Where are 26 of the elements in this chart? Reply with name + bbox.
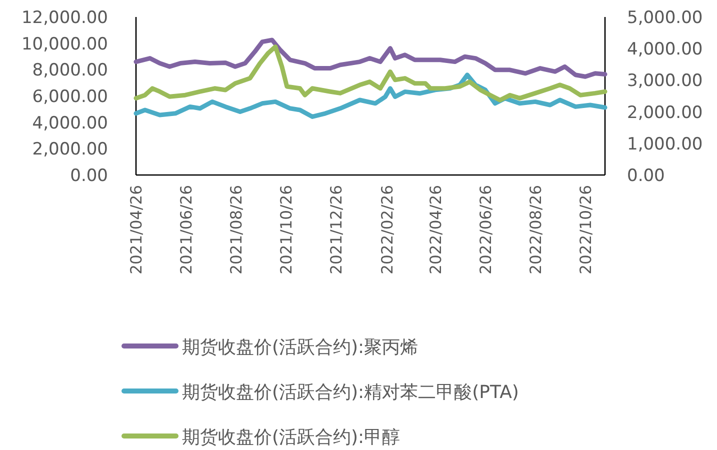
x-tick-label: 2022/04/26 xyxy=(426,185,445,274)
x-tick-label: 2021/08/26 xyxy=(228,185,246,274)
y-tick-label: 8,000.00 xyxy=(32,60,108,81)
legend-label: 期货收盘价(活跃合约):聚丙烯 xyxy=(182,337,418,358)
x-tick-label: 2021/06/26 xyxy=(178,185,196,274)
y-tick-label: 0.00 xyxy=(70,166,108,186)
y2-tick-label: 4,000.00 xyxy=(627,40,703,60)
x-tick-label: 2022/02/26 xyxy=(378,185,396,274)
y2-tick-label: 3,000.00 xyxy=(627,71,703,92)
y2-tick-label: 0.00 xyxy=(627,166,665,186)
x-tick-label: 2021/10/26 xyxy=(278,185,296,274)
x-tick-label: 2021/12/26 xyxy=(328,185,346,274)
y2-tick-label: 2,000.00 xyxy=(627,102,703,123)
legend-label: 期货收盘价(活跃合约):甲醇 xyxy=(182,427,400,448)
y-tick-label: 6,000.00 xyxy=(32,87,108,107)
y-tick-label: 10,000.00 xyxy=(21,34,108,54)
x-tick-label: 2022/10/26 xyxy=(576,185,595,274)
y2-tick-label: 1,000.00 xyxy=(627,134,703,154)
x-tick-label: 2022/06/26 xyxy=(476,185,495,274)
y-tick-label: 4,000.00 xyxy=(32,113,108,134)
y2-tick-label: 5,000.00 xyxy=(627,8,703,28)
x-tick-label: 2022/08/26 xyxy=(526,185,545,274)
legend-label: 期货收盘价(活跃合约):精对苯二甲酸(PTA) xyxy=(182,382,519,403)
x-tick-label: 2021/04/26 xyxy=(128,185,146,274)
y-tick-label: 12,000.00 xyxy=(21,8,108,28)
y-tick-label: 2,000.00 xyxy=(32,140,108,160)
